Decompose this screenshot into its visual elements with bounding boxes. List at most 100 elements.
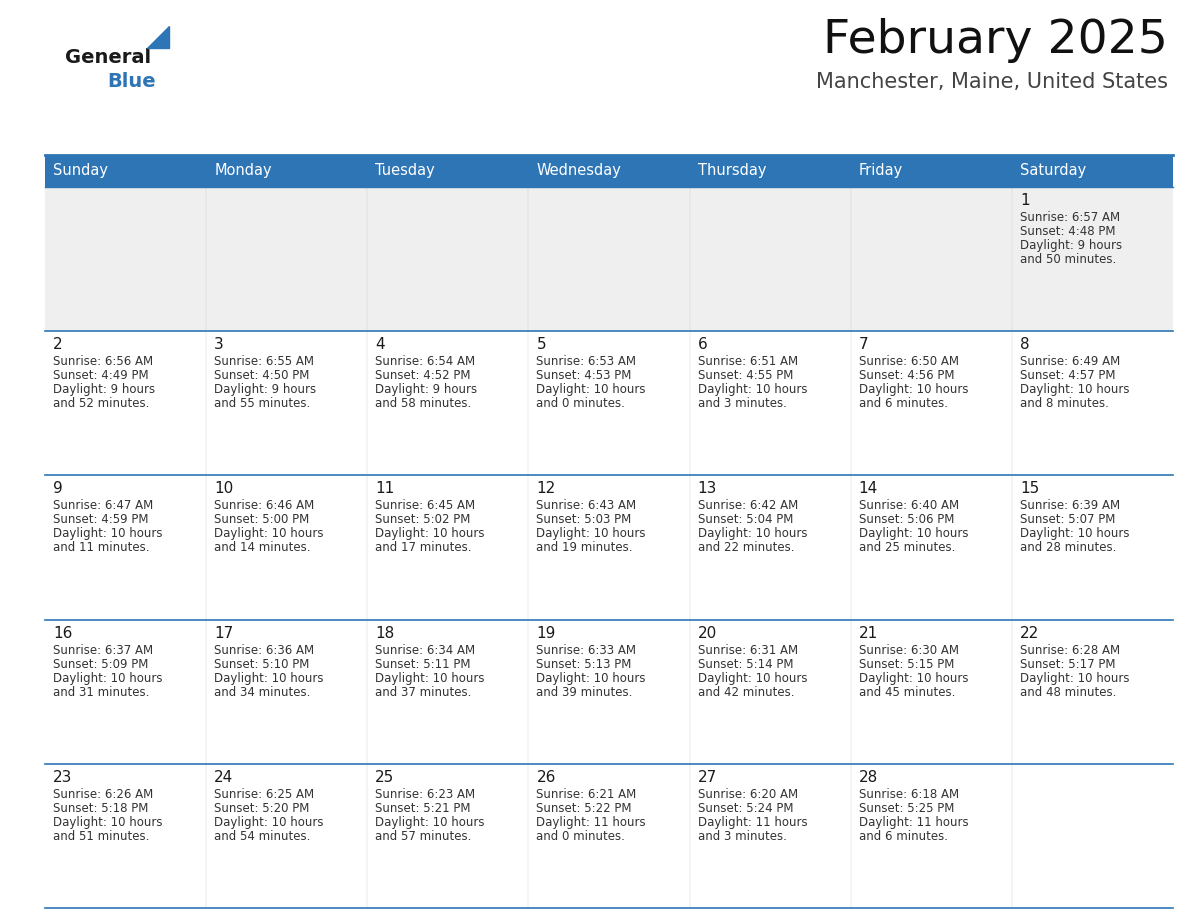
Text: Sunrise: 6:39 AM: Sunrise: 6:39 AM [1019, 499, 1120, 512]
Text: Sunset: 4:53 PM: Sunset: 4:53 PM [537, 369, 632, 382]
Bar [1012, 331, 1173, 476]
Text: 21: 21 [859, 625, 878, 641]
Text: and 54 minutes.: and 54 minutes. [214, 830, 310, 843]
Bar [367, 764, 529, 908]
Text: Sunrise: 6:51 AM: Sunrise: 6:51 AM [697, 355, 797, 368]
Text: and 42 minutes.: and 42 minutes. [697, 686, 794, 699]
Text: Sunrise: 6:20 AM: Sunrise: 6:20 AM [697, 788, 797, 800]
Text: Daylight: 10 hours: Daylight: 10 hours [697, 528, 807, 541]
Text: Sunrise: 6:30 AM: Sunrise: 6:30 AM [859, 644, 959, 656]
Text: and 52 minutes.: and 52 minutes. [53, 397, 150, 410]
Text: Sunrise: 6:46 AM: Sunrise: 6:46 AM [214, 499, 315, 512]
Bar [851, 476, 1012, 620]
Text: Blue: Blue [107, 72, 156, 91]
Text: Sunrise: 6:45 AM: Sunrise: 6:45 AM [375, 499, 475, 512]
Text: 5: 5 [537, 337, 546, 353]
Text: Daylight: 10 hours: Daylight: 10 hours [859, 383, 968, 397]
Bar [367, 620, 529, 764]
Text: and 51 minutes.: and 51 minutes. [53, 830, 150, 843]
Text: Daylight: 11 hours: Daylight: 11 hours [859, 816, 968, 829]
Bar [529, 331, 689, 476]
Text: and 0 minutes.: and 0 minutes. [537, 830, 625, 843]
Text: Sunset: 4:48 PM: Sunset: 4:48 PM [1019, 225, 1116, 238]
Bar [45, 187, 207, 331]
Text: Sunrise: 6:43 AM: Sunrise: 6:43 AM [537, 499, 637, 512]
Text: February 2025: February 2025 [823, 18, 1168, 63]
Text: and 3 minutes.: and 3 minutes. [697, 397, 786, 410]
Bar [45, 155, 1173, 187]
Text: Daylight: 9 hours: Daylight: 9 hours [214, 383, 316, 397]
Text: and 37 minutes.: and 37 minutes. [375, 686, 472, 699]
Text: Daylight: 10 hours: Daylight: 10 hours [859, 672, 968, 685]
Text: Sunset: 5:10 PM: Sunset: 5:10 PM [214, 657, 310, 671]
Text: Sunday: Sunday [53, 163, 108, 178]
Text: Sunrise: 6:21 AM: Sunrise: 6:21 AM [537, 788, 637, 800]
Text: and 57 minutes.: and 57 minutes. [375, 830, 472, 843]
Text: Sunrise: 6:54 AM: Sunrise: 6:54 AM [375, 355, 475, 368]
Text: 4: 4 [375, 337, 385, 353]
Text: and 45 minutes.: and 45 minutes. [859, 686, 955, 699]
Text: and 22 minutes.: and 22 minutes. [697, 542, 794, 554]
Text: Daylight: 10 hours: Daylight: 10 hours [375, 528, 485, 541]
Text: 7: 7 [859, 337, 868, 353]
Text: 3: 3 [214, 337, 223, 353]
Text: 27: 27 [697, 770, 716, 785]
Text: Daylight: 10 hours: Daylight: 10 hours [53, 672, 163, 685]
Text: Sunset: 5:22 PM: Sunset: 5:22 PM [537, 801, 632, 815]
Bar [1012, 187, 1173, 331]
Text: Daylight: 10 hours: Daylight: 10 hours [859, 528, 968, 541]
Text: Sunrise: 6:31 AM: Sunrise: 6:31 AM [697, 644, 797, 656]
Text: Sunrise: 6:49 AM: Sunrise: 6:49 AM [1019, 355, 1120, 368]
Text: Daylight: 10 hours: Daylight: 10 hours [53, 816, 163, 829]
Bar [1012, 476, 1173, 620]
Text: 12: 12 [537, 481, 556, 497]
Text: Sunset: 4:55 PM: Sunset: 4:55 PM [697, 369, 792, 382]
Text: Sunset: 4:50 PM: Sunset: 4:50 PM [214, 369, 310, 382]
Text: Daylight: 9 hours: Daylight: 9 hours [1019, 239, 1121, 252]
Bar [529, 764, 689, 908]
Text: Sunset: 5:20 PM: Sunset: 5:20 PM [214, 801, 310, 815]
Text: 8: 8 [1019, 337, 1030, 353]
Text: 9: 9 [53, 481, 63, 497]
Text: and 58 minutes.: and 58 minutes. [375, 397, 472, 410]
Text: Sunrise: 6:57 AM: Sunrise: 6:57 AM [1019, 211, 1120, 224]
Text: Daylight: 10 hours: Daylight: 10 hours [1019, 672, 1130, 685]
Text: and 50 minutes.: and 50 minutes. [1019, 253, 1116, 266]
Text: and 14 minutes.: and 14 minutes. [214, 542, 310, 554]
Text: and 8 minutes.: and 8 minutes. [1019, 397, 1108, 410]
Text: and 3 minutes.: and 3 minutes. [697, 830, 786, 843]
Bar [367, 476, 529, 620]
Bar [851, 187, 1012, 331]
Text: Sunset: 5:00 PM: Sunset: 5:00 PM [214, 513, 309, 526]
Bar [689, 476, 851, 620]
Text: Daylight: 10 hours: Daylight: 10 hours [537, 672, 646, 685]
Text: Daylight: 10 hours: Daylight: 10 hours [537, 528, 646, 541]
Text: Sunset: 4:59 PM: Sunset: 4:59 PM [53, 513, 148, 526]
Bar [529, 620, 689, 764]
Bar [367, 331, 529, 476]
Text: Sunrise: 6:28 AM: Sunrise: 6:28 AM [1019, 644, 1120, 656]
Text: Daylight: 10 hours: Daylight: 10 hours [537, 383, 646, 397]
Bar [45, 764, 207, 908]
Text: and 55 minutes.: and 55 minutes. [214, 397, 310, 410]
Text: Sunrise: 6:42 AM: Sunrise: 6:42 AM [697, 499, 798, 512]
Text: Daylight: 10 hours: Daylight: 10 hours [375, 816, 485, 829]
Text: Sunset: 5:03 PM: Sunset: 5:03 PM [537, 513, 632, 526]
Text: and 11 minutes.: and 11 minutes. [53, 542, 150, 554]
Text: Tuesday: Tuesday [375, 163, 435, 178]
Text: Sunset: 4:56 PM: Sunset: 4:56 PM [859, 369, 954, 382]
Text: Daylight: 10 hours: Daylight: 10 hours [697, 672, 807, 685]
Text: Sunrise: 6:55 AM: Sunrise: 6:55 AM [214, 355, 314, 368]
Text: Daylight: 10 hours: Daylight: 10 hours [214, 528, 323, 541]
Text: Sunset: 4:57 PM: Sunset: 4:57 PM [1019, 369, 1116, 382]
Bar [207, 331, 367, 476]
Bar [1012, 764, 1173, 908]
Text: Saturday: Saturday [1019, 163, 1086, 178]
Text: 1: 1 [1019, 193, 1030, 208]
Bar [851, 620, 1012, 764]
Text: Sunrise: 6:18 AM: Sunrise: 6:18 AM [859, 788, 959, 800]
Text: Sunset: 5:17 PM: Sunset: 5:17 PM [1019, 657, 1116, 671]
Text: Sunrise: 6:26 AM: Sunrise: 6:26 AM [53, 788, 153, 800]
Text: Daylight: 11 hours: Daylight: 11 hours [537, 816, 646, 829]
Text: Daylight: 9 hours: Daylight: 9 hours [53, 383, 156, 397]
